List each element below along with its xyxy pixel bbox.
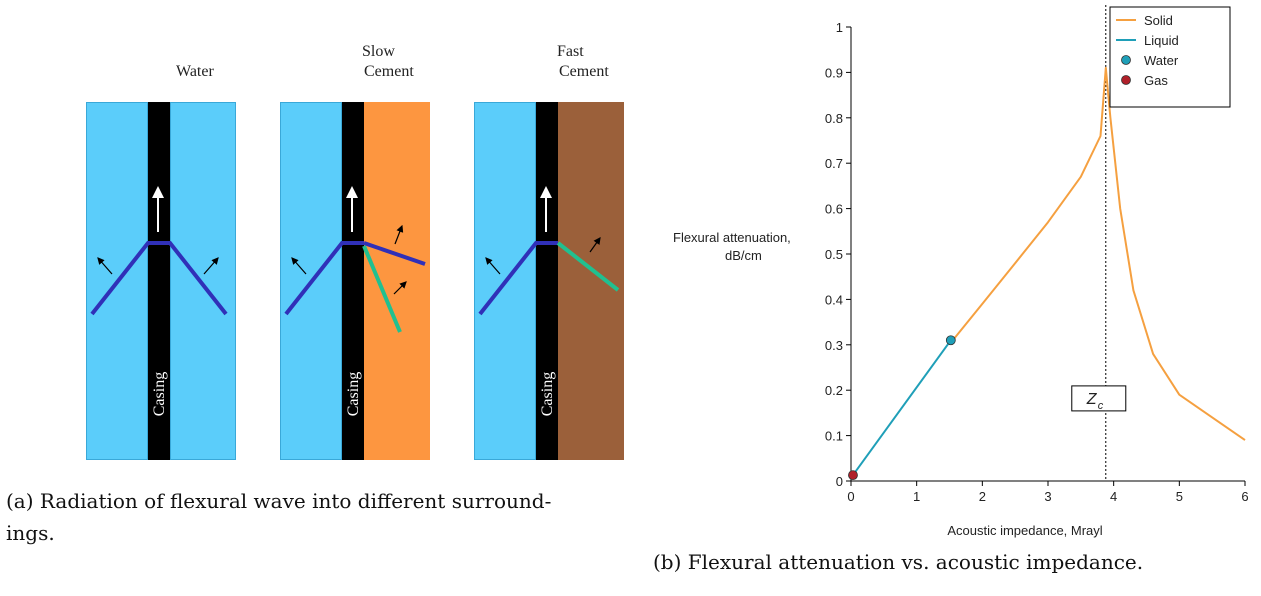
y-tick-label: 0.1	[825, 429, 843, 444]
legend-label: Liquid	[1144, 33, 1179, 48]
radiation-arrow	[485, 257, 501, 275]
y-tick-label: 0.4	[825, 292, 843, 307]
panel-title-water: Water	[176, 62, 214, 82]
rays-slow-cement-panel	[284, 186, 426, 333]
x-tick-label: 5	[1176, 489, 1183, 504]
y-tick-label: 1	[836, 20, 843, 35]
legend-box	[1109, 6, 1231, 108]
radiation-arrow	[291, 257, 307, 275]
legend-label: Water	[1144, 53, 1179, 68]
x-tick-label: 1	[913, 489, 920, 504]
y-tick-label: 0.3	[825, 338, 843, 353]
radiation-arrow	[97, 257, 113, 275]
x-axis-label: Acoustic impedance, Mrayl	[947, 523, 1102, 538]
panel-title-line: Cement	[364, 63, 414, 80]
radiation-arrow	[393, 281, 407, 295]
ray-overlay	[90, 186, 620, 333]
panel-title-fast-cement: Fast Cement	[557, 42, 609, 82]
x-tick-label: 3	[1044, 489, 1051, 504]
x-tick-label: 0	[847, 489, 854, 504]
y-axis-label: dB/cm	[725, 248, 762, 263]
attenuation-chart: 0 1 2 3 4 5 6 0 0.1 0.2 0.3 0.4 0.5 0.6 0.7 0.8 0.9 1 Z c S…	[673, 5, 1249, 538]
radiation-arrow	[394, 224, 404, 245]
panel-title-slow-cement: Slow Cement	[362, 42, 414, 82]
panel-title-line: Fast	[557, 43, 584, 60]
solid-series-line	[952, 66, 1246, 441]
caption-a-line: ings.	[6, 521, 55, 545]
shear-ray	[362, 245, 402, 333]
gas-point	[848, 470, 858, 480]
zc-label-text: Z	[1086, 391, 1098, 408]
rays-fast-cement-panel	[478, 186, 620, 316]
caption-a-line: (a) Radiation of flexural wave into diff…	[6, 489, 552, 513]
fast-cement-region	[558, 102, 624, 460]
radiation-arrow	[589, 237, 601, 253]
panel-title-line: Slow	[362, 43, 395, 60]
legend-marker	[1121, 55, 1131, 65]
liquid-ray	[478, 241, 558, 316]
caption-b: (b) Flexural attenuation vs. acoustic im…	[653, 550, 1144, 574]
compressional-ray	[363, 241, 426, 266]
chart-series	[848, 66, 1246, 480]
y-tick-label: 0.7	[825, 156, 843, 171]
caption-a: (a) Radiation of flexural wave into diff…	[6, 485, 636, 549]
y-tick-label: 0.8	[825, 111, 843, 126]
y-tick-label: 0.5	[825, 247, 843, 262]
y-tick-label: 0.2	[825, 383, 843, 398]
y-tick-label: 0.6	[825, 202, 843, 217]
legend-marker	[1121, 75, 1131, 85]
chart-legend: Solid Liquid Water Gas	[1109, 6, 1231, 108]
slow-cement-region	[364, 102, 430, 460]
water-point	[945, 335, 956, 346]
y-tick-label: 0.9	[825, 65, 843, 80]
legend-label: Solid	[1144, 13, 1173, 28]
liquid-series-line	[852, 339, 952, 476]
y-tick-label: 0	[836, 474, 843, 489]
chart-axes: 0 1 2 3 4 5 6 0 0.1 0.2 0.3 0.4 0.5 0.6 0.7 0.8 0.9 1 Z c	[825, 5, 1249, 504]
liquid-ray	[90, 241, 228, 316]
rays-water-panel	[90, 186, 228, 316]
shear-ray	[556, 241, 620, 292]
zc-label-box	[1071, 385, 1127, 412]
radiation-arrow	[203, 257, 219, 275]
x-tick-label: 6	[1241, 489, 1248, 504]
liquid-ray	[284, 241, 364, 316]
x-tick-label: 2	[979, 489, 986, 504]
zc-label-subscript: c	[1098, 400, 1104, 412]
water-region-right	[170, 102, 236, 460]
panel-title-line: Water	[176, 63, 214, 80]
panel-title-line: Cement	[559, 63, 609, 80]
y-axis-label: Flexural attenuation,	[673, 230, 791, 245]
x-tick-label: 4	[1110, 489, 1117, 504]
legend-label: Gas	[1144, 73, 1168, 88]
